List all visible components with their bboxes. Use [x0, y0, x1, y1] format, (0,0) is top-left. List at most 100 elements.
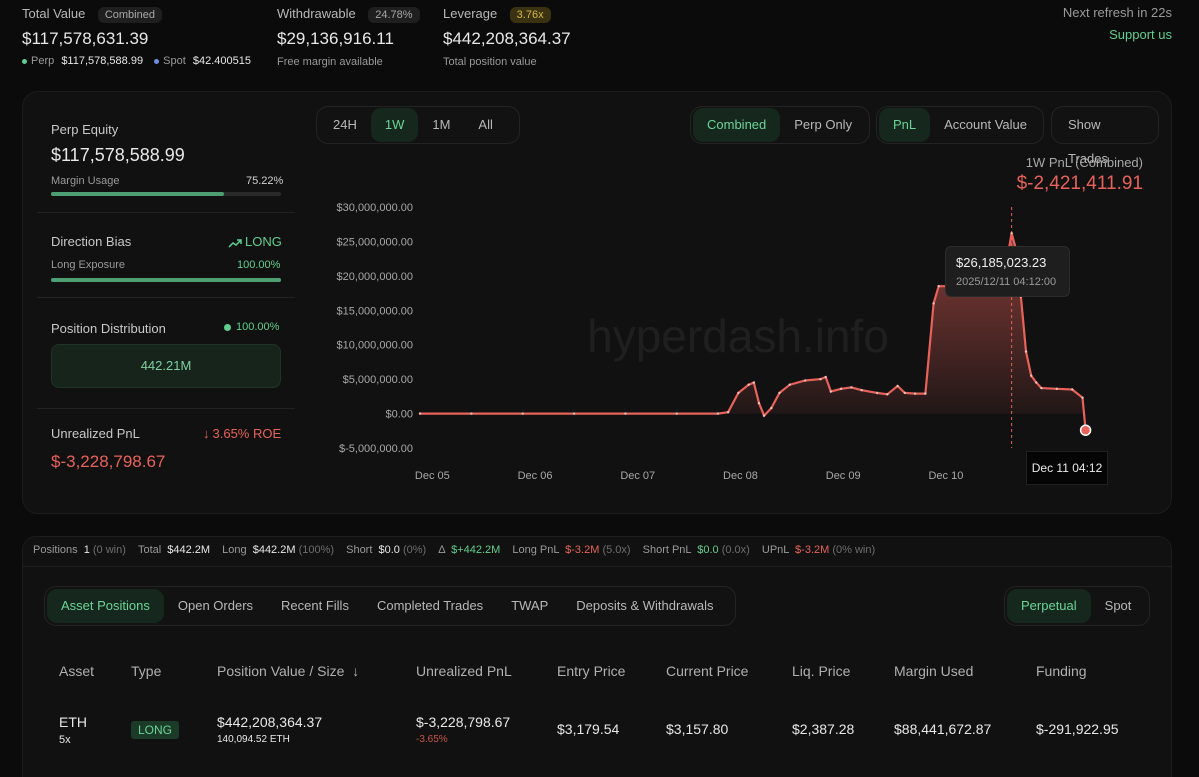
- left-divider-3: [37, 408, 295, 409]
- leverage-badge: 3.76x: [509, 7, 551, 23]
- stat-total-value: $442.2M: [167, 544, 211, 556]
- row-entry-price: $3,179.54: [557, 721, 620, 737]
- distribution-dot-icon: [224, 323, 231, 331]
- row-current-price: $3,157.80: [666, 721, 729, 737]
- mode-selector: Combined Perp Only: [690, 106, 870, 144]
- direction-bias-text: LONG: [245, 234, 282, 249]
- spot-value: $42.400515: [192, 55, 251, 67]
- stat-long-sub: (100%): [298, 544, 335, 556]
- stat-upnl-label: UPnL: [761, 544, 789, 556]
- stats-divider: [22, 566, 1172, 567]
- stats-bar: Positions 1 (0 win) Total $442.2M Long $…: [33, 544, 875, 556]
- distribution-percent: 100.00%: [236, 321, 280, 333]
- leverage-block: Leverage 3.76x: [443, 5, 551, 23]
- col-position-value-label: Position Value / Size: [217, 663, 345, 679]
- market-spot[interactable]: Spot: [1104, 598, 1132, 613]
- pnl-summary-label: 1W PnL (Combined): [1025, 155, 1143, 170]
- total-value: $117,578,631.39: [22, 29, 149, 48]
- stat-longpnl-value: $-3.2M: [565, 544, 600, 556]
- stat-upnl-value: $-3.2M: [795, 544, 830, 556]
- perp-label: Perp: [31, 55, 55, 67]
- row-position-value: $442,208,364.37: [217, 714, 323, 730]
- mode-combined[interactable]: Combined: [693, 108, 781, 142]
- metric-pnl[interactable]: PnL: [879, 108, 931, 142]
- tab-open-orders[interactable]: Open Orders: [177, 598, 254, 613]
- arrow-down-icon: ↓: [203, 426, 210, 441]
- crosshair-label: Dec 11 04:12: [1026, 451, 1108, 485]
- range-1w[interactable]: 1W: [370, 108, 419, 142]
- margin-usage-fill: [51, 192, 224, 196]
- total-value-label: Total Value: [22, 6, 86, 21]
- perp-equity-value: $117,578,588.99: [51, 145, 185, 165]
- stat-delta-value: $+442.2M: [451, 544, 501, 556]
- col-entry-price[interactable]: Entry Price: [557, 663, 626, 679]
- row-liq-price: $2,387.28: [792, 721, 855, 737]
- range-1m[interactable]: 1M: [432, 117, 451, 132]
- col-liq-price[interactable]: Liq. Price: [792, 663, 851, 679]
- stat-positions-label: Positions: [33, 544, 78, 556]
- show-trades-button[interactable]: Show Trades: [1068, 117, 1108, 166]
- stat-positions-value: 1: [83, 544, 90, 556]
- unrealized-pnl-roe: ↓ 3.65% ROE: [203, 426, 281, 441]
- leverage-value: $442,208,364.37: [443, 29, 571, 48]
- spot-dot-icon: [154, 58, 160, 64]
- trend-up-icon: [228, 238, 242, 248]
- tab-recent-fills[interactable]: Recent Fills: [281, 598, 349, 613]
- tab-asset-positions[interactable]: Asset Positions: [47, 589, 164, 623]
- stat-upnl-sub: (0% win): [832, 544, 876, 556]
- tab-completed-trades[interactable]: Completed Trades: [376, 598, 484, 613]
- sort-down-icon[interactable]: ↓: [352, 663, 360, 679]
- total-value-block: Total Value Combined: [22, 5, 162, 23]
- perp-dot-icon: [22, 58, 27, 64]
- tab-deposits-withdrawals[interactable]: Deposits & Withdrawals: [576, 598, 714, 613]
- withdrawable-sub: Free margin available: [277, 56, 383, 68]
- col-asset[interactable]: Asset: [59, 663, 95, 679]
- col-unrealized-pnl[interactable]: Unrealized PnL: [416, 663, 512, 679]
- positions-card: [22, 536, 1172, 777]
- position-distribution-value: 100.00%: [224, 321, 279, 333]
- stat-long-label: Long: [222, 544, 247, 556]
- refresh-timer: Next refresh in 22s: [1062, 5, 1172, 20]
- row-funding: $-291,922.95: [1036, 721, 1119, 737]
- stat-long-value: $442.2M: [252, 544, 296, 556]
- table-row[interactable]: [22, 700, 1172, 777]
- stat-longpnl-label: Long PnL: [512, 544, 560, 556]
- perp-value: $117,578,588.99: [61, 55, 144, 67]
- row-upnl: $-3,228,798.67: [416, 714, 511, 730]
- col-funding[interactable]: Funding: [1036, 663, 1087, 679]
- col-margin-used[interactable]: Margin Used: [894, 663, 974, 679]
- direction-bias-label: Direction Bias: [51, 234, 132, 249]
- unrealized-pnl-value: $-3,228,798.67: [51, 452, 166, 471]
- range-selector: 24H 1W 1M All: [316, 106, 520, 144]
- range-all[interactable]: All: [478, 117, 493, 132]
- col-current-price[interactable]: Current Price: [666, 663, 749, 679]
- stat-short-value: $0.0: [378, 544, 400, 556]
- support-link[interactable]: Support us: [1109, 27, 1172, 42]
- leverage-sub: Total position value: [443, 56, 537, 68]
- position-distribution-label: Position Distribution: [51, 321, 166, 336]
- direction-bias-value: LONG: [228, 234, 282, 249]
- mode-perp-only[interactable]: Perp Only: [794, 117, 853, 132]
- metric-account-value[interactable]: Account Value: [944, 117, 1028, 132]
- tab-twap[interactable]: TWAP: [511, 598, 549, 613]
- market-perpetual[interactable]: Perpetual: [1007, 589, 1091, 623]
- margin-usage-label: Margin Usage: [51, 175, 120, 187]
- left-divider-1: [37, 212, 295, 213]
- stat-total-label: Total: [137, 544, 162, 556]
- withdrawable-block: Withdrawable 24.78%: [277, 5, 420, 23]
- col-position-value[interactable]: Position Value / Size ↓: [217, 663, 359, 679]
- tooltip-value: $26,185,023.23: [956, 255, 1047, 270]
- pnl-summary-value: $-2,421,411.91: [1016, 173, 1143, 194]
- row-leverage: 5x: [59, 734, 71, 746]
- position-distribution-box[interactable]: 442.21M: [51, 344, 281, 388]
- market-tabs: Perpetual Spot: [1004, 586, 1150, 626]
- stat-longpnl-sub: (5.0x): [602, 544, 631, 556]
- stat-shortpnl-sub: (0.0x): [721, 544, 750, 556]
- range-24h[interactable]: 24H: [333, 117, 357, 132]
- long-exposure-value: 100.00%: [237, 259, 281, 271]
- roe-text: 3.65% ROE: [212, 426, 282, 441]
- stat-short-label: Short: [346, 544, 373, 556]
- col-type[interactable]: Type: [131, 663, 162, 679]
- stat-shortpnl-label: Short PnL: [642, 544, 692, 556]
- margin-usage-bar: [51, 192, 281, 196]
